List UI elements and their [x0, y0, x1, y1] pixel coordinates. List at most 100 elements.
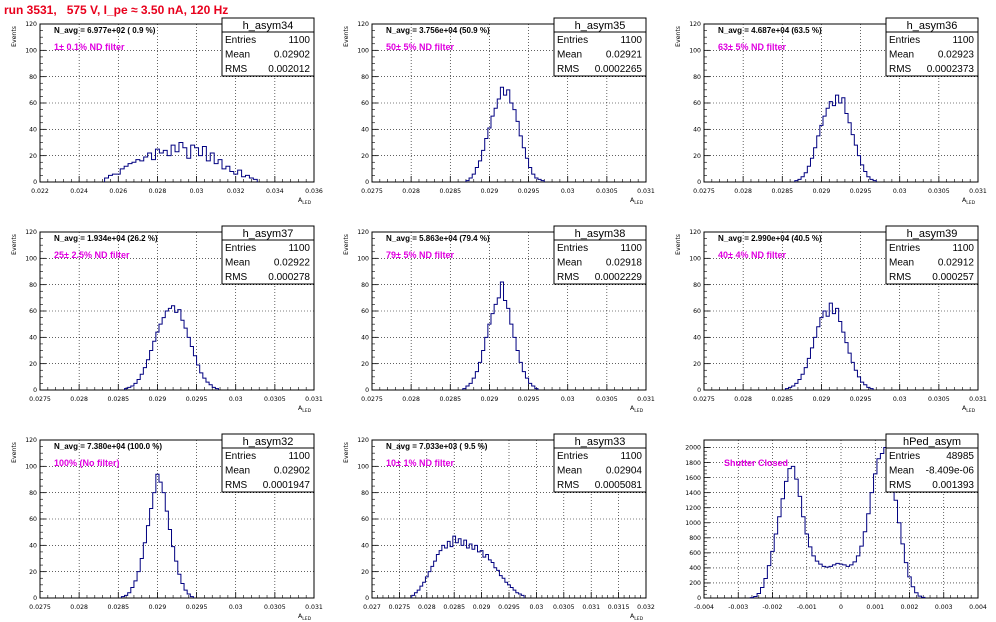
- x-axis-title: ALED: [962, 405, 976, 414]
- y-tick-label: 40: [361, 127, 369, 134]
- stats-label: RMS: [225, 272, 248, 283]
- y-tick-label: 60: [361, 100, 369, 107]
- y-tick-label: 100: [689, 48, 701, 55]
- histogram-name: h_asym34: [243, 20, 294, 32]
- stats-label: Entries: [889, 243, 920, 254]
- x-tick-label: 0.0305: [928, 188, 950, 195]
- y-axis-title: Events: [675, 234, 682, 255]
- x-tick-label: 0.004: [969, 604, 987, 611]
- stats-value: 0.0002265: [595, 64, 643, 75]
- stats-value: 0.000257: [932, 272, 974, 283]
- y-tick-label: 40: [361, 543, 369, 550]
- stats-box: [221, 31, 315, 77]
- y-tick-label: 1000: [685, 520, 701, 527]
- histogram-name: h_asym37: [243, 228, 294, 240]
- x-axis-title: ALED: [630, 197, 644, 206]
- x-tick-label: 0.0275: [29, 396, 51, 403]
- stats-label: RMS: [889, 64, 912, 75]
- stats-label: Entries: [225, 243, 256, 254]
- x-tick-label: 0.029: [481, 188, 499, 195]
- histogram-panel-h_asym38: 0.0275 0.028 0.0285 0.029 0.0295 0.03 0.0305 0.…: [343, 225, 655, 414]
- x-tick-label: 0.03: [229, 604, 243, 611]
- x-tick-label: 0.029: [481, 396, 499, 403]
- x-tick-label: 0.0305: [264, 396, 286, 403]
- x-tick-label: 0.031: [305, 604, 323, 611]
- y-tick-label: 20: [29, 361, 37, 368]
- y-axis-title: Events: [675, 26, 682, 47]
- x-tick-label: 0.031: [582, 604, 600, 611]
- y-tick-label: 100: [25, 464, 37, 471]
- histogram-name: h_asym36: [907, 20, 958, 32]
- y-tick-label: 100: [357, 256, 369, 263]
- x-tick-label: 0.0285: [771, 396, 793, 403]
- histogram-line: [462, 281, 539, 390]
- y-tick-label: 20: [361, 569, 369, 576]
- stats-value: 0.0002229: [595, 272, 643, 283]
- y-tick-label: 0: [365, 387, 369, 394]
- stats-value: 1100: [288, 243, 310, 254]
- histogram-panel-h_asym39: 0.0275 0.028 0.0285 0.029 0.0295 0.03 0.0305 0.…: [675, 225, 987, 414]
- y-tick-label: 0: [33, 595, 37, 602]
- y-tick-label: 20: [361, 361, 369, 368]
- stats-label: Entries: [889, 451, 920, 462]
- y-tick-label: 80: [361, 74, 369, 81]
- stats-label: Mean: [225, 466, 250, 477]
- y-tick-label: 20: [29, 569, 37, 576]
- y-tick-label: 120: [25, 437, 37, 444]
- y-tick-label: 60: [29, 100, 37, 107]
- navg-label: N_avg = 7.033e+03 ( 9.5 %): [386, 442, 488, 451]
- histogram-name: h_asym32: [243, 436, 294, 448]
- y-tick-label: 120: [25, 21, 37, 28]
- x-tick-label: 0.026: [109, 188, 127, 195]
- histogram-line: [120, 473, 194, 598]
- x-tick-label: 0.031: [305, 396, 323, 403]
- y-tick-label: 20: [361, 153, 369, 160]
- x-tick-label: -0.004: [694, 604, 714, 611]
- x-tick-label: 0.024: [70, 188, 88, 195]
- stats-label: Mean: [557, 258, 582, 269]
- stats-label: RMS: [225, 64, 248, 75]
- x-tick-label: 0.032: [637, 604, 655, 611]
- x-tick-label: 0.029: [149, 396, 167, 403]
- x-tick-label: 0.0285: [107, 604, 129, 611]
- stats-label: RMS: [889, 480, 912, 491]
- x-tick-label: 0.034: [266, 188, 284, 195]
- y-tick-label: 40: [361, 335, 369, 342]
- histogram-line: [104, 142, 258, 182]
- y-tick-label: 60: [29, 308, 37, 315]
- y-tick-label: 60: [361, 308, 369, 315]
- stats-box: [885, 31, 979, 77]
- stats-value: 0.000278: [268, 272, 310, 283]
- histogram-line: [784, 302, 874, 390]
- y-tick-label: 80: [693, 282, 701, 289]
- stats-value: 1100: [288, 451, 310, 462]
- stats-value: 1100: [620, 35, 642, 46]
- x-tick-label: 0.028: [70, 396, 88, 403]
- x-tick-label: 0.0305: [928, 396, 950, 403]
- histogram-panel-h_asym35: 0.0275 0.028 0.0285 0.029 0.0295 0.03 0.0305 0.…: [343, 17, 655, 206]
- stats-value: 0.001393: [932, 480, 974, 491]
- filter-annotation: 79± 5% ND filter: [386, 250, 454, 260]
- y-tick-label: 100: [357, 48, 369, 55]
- y-axis-title: Events: [343, 442, 350, 463]
- stats-label: RMS: [225, 480, 248, 491]
- stats-value: 0.002012: [268, 64, 310, 75]
- x-tick-label: 0.028: [70, 604, 88, 611]
- histogram-panel-hPed_asym: -0.004 -0.003 -0.002 -0.001 0 0.001 0.002 0.003…: [685, 433, 987, 611]
- x-tick-label: 0.028: [402, 188, 420, 195]
- y-tick-label: 40: [693, 335, 701, 342]
- y-tick-label: 100: [357, 464, 369, 471]
- stats-box: [553, 239, 647, 285]
- x-tick-label: 0.0295: [850, 396, 872, 403]
- stats-value: 0.02902: [274, 466, 311, 477]
- navg-label: N_avg = 4.687e+04 (63.5 %): [718, 26, 822, 35]
- x-tick-label: 0.036: [305, 188, 323, 195]
- x-tick-label: 0.001: [866, 604, 884, 611]
- stats-value: 0.02904: [606, 466, 643, 477]
- stats-box: [221, 239, 315, 285]
- y-tick-label: 100: [689, 256, 701, 263]
- run-title: run 3531, 575 V, I_pe ≈ 3.50 nA, 120 Hz: [4, 3, 229, 17]
- x-tick-label: 0.0315: [608, 604, 630, 611]
- y-tick-label: 60: [693, 100, 701, 107]
- histogram-name: hPed_asym: [903, 436, 961, 448]
